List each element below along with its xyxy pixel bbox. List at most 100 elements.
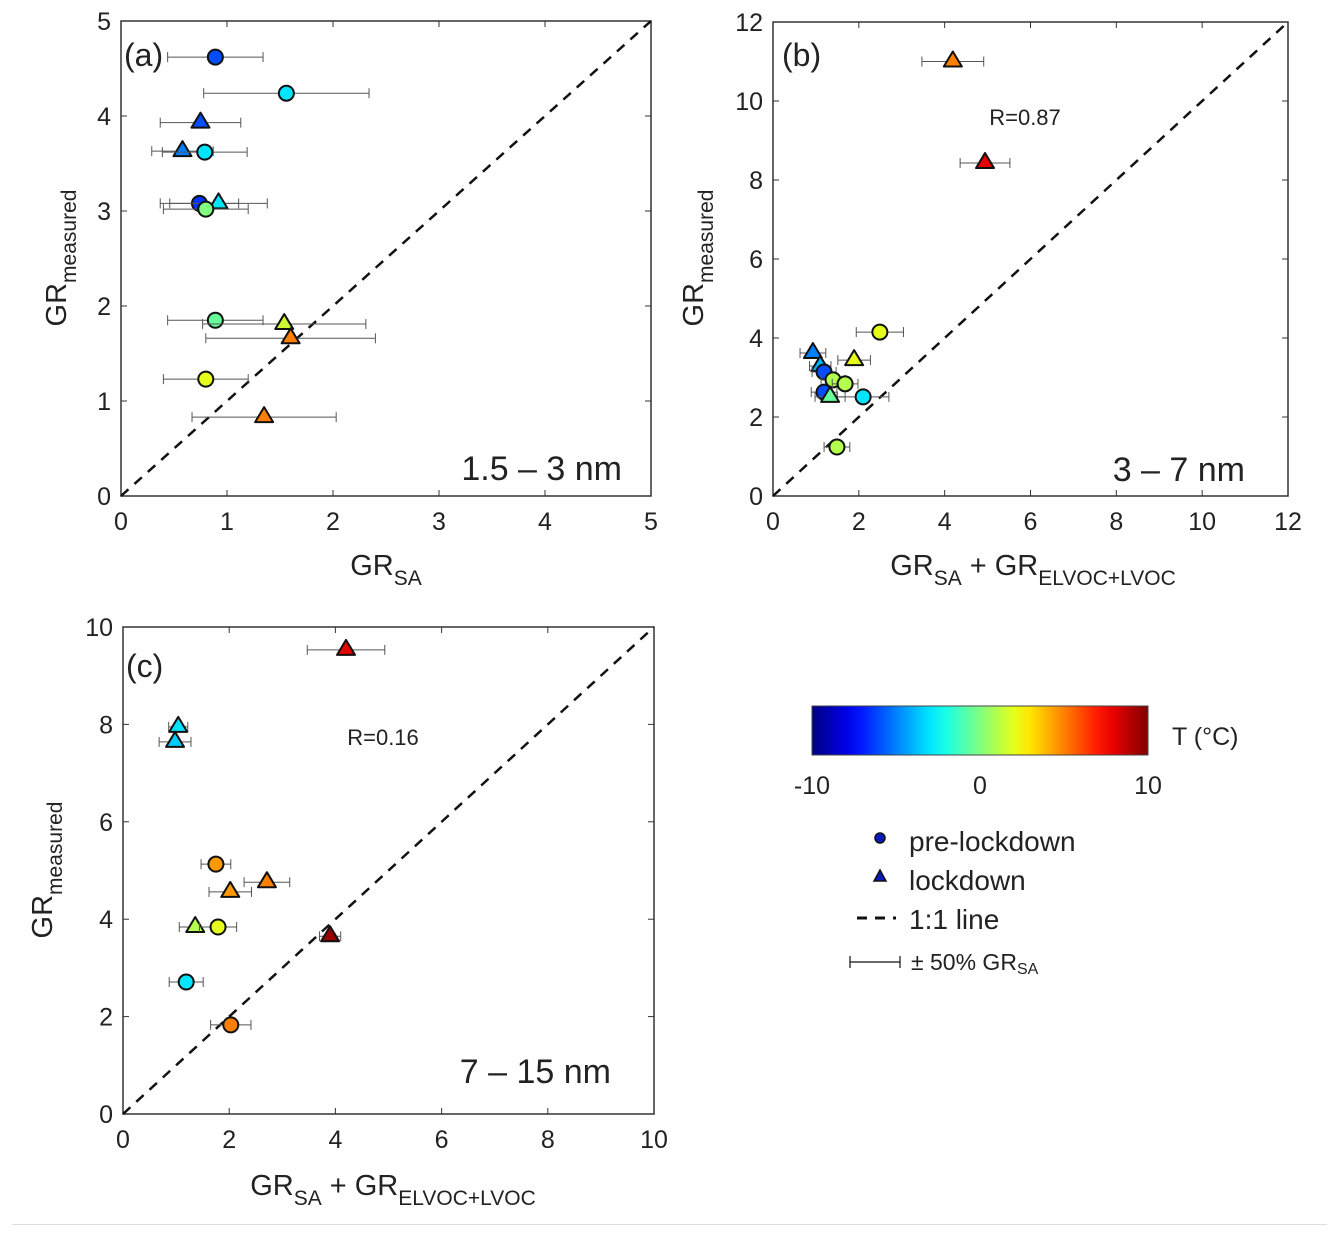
x-tick-label: 2 bbox=[222, 1126, 236, 1154]
data-point-triangle bbox=[318, 925, 342, 943]
colorbar-label: T (°C) bbox=[1172, 723, 1238, 751]
data-point-circle bbox=[200, 855, 232, 873]
triangle-marker bbox=[274, 313, 295, 331]
circle-marker bbox=[177, 973, 195, 991]
y-tick-label: 10 bbox=[85, 614, 113, 642]
circle-marker bbox=[222, 1016, 240, 1034]
x-tick-label: 10 bbox=[1188, 508, 1216, 536]
x-tick-label: 5 bbox=[644, 508, 658, 536]
data-point-triangle bbox=[921, 50, 985, 68]
data-point-triangle bbox=[168, 715, 189, 733]
colorbar-bar bbox=[811, 705, 1149, 756]
label-main: GR bbox=[27, 895, 59, 939]
triangle-marker bbox=[165, 730, 186, 748]
x-tick-label: 8 bbox=[541, 1126, 555, 1154]
circle-marker bbox=[836, 375, 854, 393]
data-point-triangle bbox=[814, 385, 846, 403]
x-tick-label: 4 bbox=[938, 508, 952, 536]
triangle-marker bbox=[190, 111, 211, 129]
panel-label-background bbox=[775, 24, 823, 80]
one-to-one-line bbox=[772, 21, 1289, 497]
legend-label-one-to-one: 1:1 line bbox=[909, 904, 999, 935]
x-tick-label: 2 bbox=[852, 508, 866, 536]
data-point-triangle bbox=[169, 192, 268, 210]
circle-marker bbox=[196, 143, 214, 161]
triangle-marker bbox=[168, 715, 189, 733]
triangle-marker bbox=[254, 406, 275, 424]
label-main: GR bbox=[41, 283, 73, 327]
circle-marker bbox=[206, 311, 224, 329]
data-point-circle bbox=[203, 84, 370, 102]
label-subscript: SA bbox=[294, 1187, 322, 1210]
triangle-marker bbox=[256, 871, 277, 889]
x-axis-label: GRSA + GRELVOC+LVOC bbox=[250, 1170, 536, 1210]
label-subscript: measured bbox=[58, 190, 81, 283]
label-subscript: ELVOC+LVOC bbox=[1038, 567, 1176, 590]
x-tick-label: 4 bbox=[328, 1126, 342, 1154]
label-main: GR bbox=[678, 283, 710, 327]
legend-circle-icon bbox=[874, 832, 886, 844]
size-range-label: 1.5 – 3 nm bbox=[461, 450, 622, 488]
x-tick-label: 6 bbox=[435, 1126, 449, 1154]
triangle-marker bbox=[844, 349, 865, 367]
panel-label: (b) bbox=[782, 37, 821, 73]
plot-area bbox=[120, 20, 652, 497]
circle-marker bbox=[197, 370, 215, 388]
x-axis-label: GRSA bbox=[350, 550, 422, 590]
y-tick-label: 2 bbox=[99, 1004, 113, 1032]
colorbar-tick-mid: 0 bbox=[973, 772, 987, 800]
data-point-triangle bbox=[799, 342, 827, 360]
y-axis-label: GRmeasured bbox=[27, 802, 67, 939]
colorbar: T (°C) -10 0 10 bbox=[794, 705, 1238, 800]
data-point-circle bbox=[161, 143, 248, 161]
data-point-triangle bbox=[306, 638, 386, 656]
x-tick-label: 0 bbox=[116, 1126, 130, 1154]
legend-error-bar-main: ± 50% GR bbox=[911, 949, 1017, 975]
y-tick-label: 2 bbox=[97, 293, 111, 321]
correlation-annotation: R=0.16 bbox=[347, 725, 419, 750]
circle-marker bbox=[854, 388, 872, 406]
data-point-circle bbox=[198, 918, 238, 936]
size-range-label: 3 – 7 nm bbox=[1113, 451, 1245, 489]
panel-label: (c) bbox=[126, 648, 163, 684]
x-tick-label: 1 bbox=[220, 508, 234, 536]
legend-label-lockdown: lockdown bbox=[909, 865, 1026, 896]
data-point-triangle bbox=[959, 152, 1011, 170]
x-tick-label: 6 bbox=[1024, 508, 1038, 536]
circle-marker bbox=[209, 918, 227, 936]
legend-error-bar-icon bbox=[849, 956, 901, 968]
triangle-marker bbox=[280, 327, 301, 345]
data-point-circle bbox=[831, 375, 859, 393]
triangle-marker bbox=[802, 342, 823, 360]
x-tick-label: 0 bbox=[114, 508, 128, 536]
x-tick-label: 0 bbox=[766, 508, 780, 536]
x-tick-label: 10 bbox=[640, 1126, 668, 1154]
label-subscript: measured bbox=[44, 802, 67, 895]
label-main: GR bbox=[250, 1170, 294, 1202]
triangle-marker bbox=[942, 50, 963, 68]
data-point-circle bbox=[836, 388, 890, 406]
y-axis-label: GRmeasured bbox=[678, 190, 718, 327]
data-point-triangle bbox=[243, 871, 291, 889]
data-point-triangle bbox=[159, 111, 242, 129]
data-point-circle bbox=[162, 370, 249, 388]
data-point-triangle bbox=[191, 406, 337, 424]
x-tick-label: 2 bbox=[326, 508, 340, 536]
y-tick-label: 2 bbox=[749, 404, 763, 432]
legend-triangle-icon bbox=[872, 868, 888, 882]
colorbar-tick-min: -10 bbox=[794, 772, 830, 800]
label-main: GR bbox=[890, 550, 934, 582]
triangle-marker bbox=[336, 638, 357, 656]
legend-label-pre-lockdown: pre-lockdown bbox=[909, 826, 1076, 857]
y-tick-label: 1 bbox=[97, 388, 111, 416]
circle-marker bbox=[277, 84, 295, 102]
data-point-triangle bbox=[158, 730, 192, 748]
label-subscript: ELVOC+LVOC bbox=[398, 1187, 536, 1210]
colorbar-tick-max: 10 bbox=[1134, 772, 1162, 800]
circle-marker bbox=[197, 200, 215, 218]
label-main: + GR bbox=[322, 1170, 399, 1202]
data-point-circle bbox=[167, 48, 264, 66]
